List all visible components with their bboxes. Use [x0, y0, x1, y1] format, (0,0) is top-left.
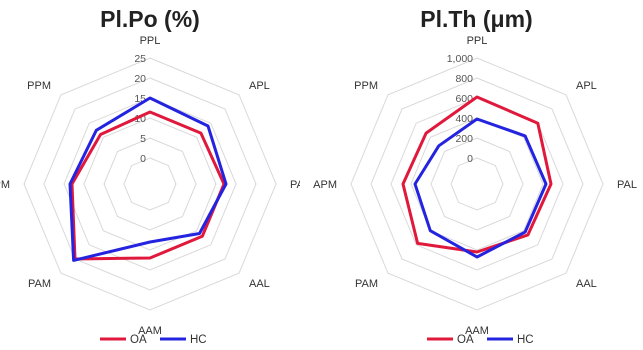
chart-pl-po: Pl.Po (%) 0 5 10 15 20 25 PPL APL PAL AAL AAM PAM AP… [0, 0, 300, 350]
axis-label-aam: AAM [138, 325, 162, 337]
tick-label: 0 [467, 153, 473, 165]
legend-label-hc: HC [517, 334, 534, 346]
series-line-oa [401, 95, 553, 254]
series-line-hc [413, 117, 548, 259]
axis-label-apm: APM [0, 179, 10, 191]
tick-label: 15 [134, 93, 146, 105]
tick-label: 25 [134, 53, 146, 65]
grid-ring [103, 137, 197, 231]
grid-ring [123, 157, 177, 211]
radar-plot: 02004006008001,000PPLAPLPALAALAAMPAMAPMP… [313, 35, 637, 346]
grid-ring [410, 117, 544, 251]
axis-label-pam: PAM [355, 278, 378, 290]
grid-ring [450, 157, 504, 211]
chart-title: Pl.Po (%) [100, 6, 200, 32]
legend-label-hc: HC [190, 334, 207, 346]
axis-label-ppl: PPL [140, 35, 161, 47]
radar-plot: 0 5 10 15 20 25 PPL APL PAL AAL AAM PAM APM PPM OA HC [0, 35, 300, 346]
grid-ring [430, 137, 524, 231]
axis-label-apl: APL [576, 80, 597, 92]
axis-label-ppl: PPL [467, 35, 488, 47]
axis-label-ppm: PPM [27, 80, 51, 92]
grid-ring [350, 57, 604, 311]
tick-label: 10 [134, 113, 146, 125]
series-line-hc [68, 96, 228, 262]
axis-label-ppm: PPM [354, 80, 378, 92]
grid-ring [43, 77, 257, 291]
axis-label-apm: APM [313, 179, 337, 191]
chart-pl-th: Pl.Th (μm) 0 200 400 600 800 1,000 PPL APL PAL AA… [310, 0, 643, 350]
tick-label: 400 [455, 113, 473, 125]
axis-label-pal: PAL [290, 179, 300, 191]
axis-label-aal: AAL [576, 278, 597, 290]
series-line-oa [70, 110, 226, 261]
axis-label-pam: PAM [28, 278, 51, 290]
grid-ring [390, 97, 564, 271]
grid-ring [63, 97, 237, 271]
grid-ring [83, 117, 217, 251]
axis-label-aam: AAM [465, 325, 489, 337]
tick-label: 0 [140, 153, 146, 165]
chart-title: Pl.Th (μm) [420, 6, 533, 32]
grid-ring [370, 77, 584, 291]
legend-label-oa: OA [457, 334, 474, 346]
tick-label: 20 [134, 73, 146, 85]
tick-label: 800 [455, 73, 473, 85]
axis-label-pal: PAL [617, 179, 637, 191]
tick-label: 5 [140, 133, 146, 145]
axis-label-apl: APL [249, 80, 270, 92]
legend-label-oa: OA [130, 334, 147, 346]
tick-label: 200 [455, 133, 473, 145]
grid-ring [23, 57, 277, 311]
tick-label: 1,000 [447, 53, 473, 65]
axis-label-aal: AAL [249, 278, 270, 290]
